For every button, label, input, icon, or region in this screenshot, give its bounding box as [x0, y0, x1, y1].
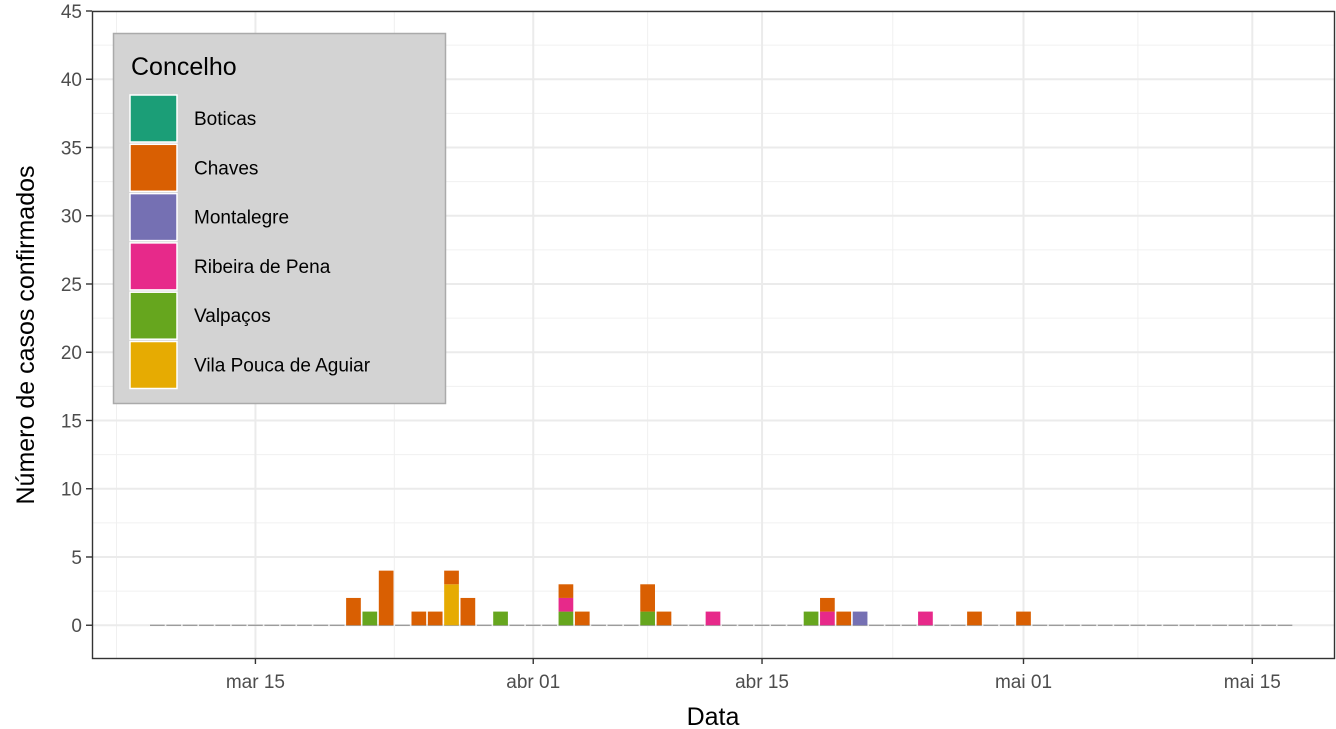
bar-montalegre: [852, 611, 868, 626]
legend-key: [129, 192, 178, 242]
bar-ribeira-de-pena: [918, 611, 933, 626]
legend-key: [129, 340, 178, 390]
y-tick-label: 20: [61, 343, 82, 364]
y-tick-label: 10: [61, 480, 82, 501]
bar-chaves: [574, 611, 590, 626]
y-tick-label: 15: [61, 411, 82, 432]
bar-chaves: [444, 570, 459, 585]
legend-key: [129, 291, 178, 340]
bar-vila-pouca-de-aguiar: [444, 584, 459, 626]
bar-chaves: [820, 597, 835, 612]
bar-valpa-os: [640, 611, 655, 626]
legend-label: Valpaços: [194, 306, 271, 327]
bar-chaves: [656, 611, 672, 626]
legend-key: [129, 143, 178, 193]
legend-key: [129, 242, 178, 291]
x-tick-label: mai 01: [995, 672, 1052, 693]
legend-items: Boticas Chaves Montalegre Ribeira de Pena Va…: [129, 94, 371, 390]
bar-valpa-os: [362, 611, 378, 626]
legend: Concelho Boticas Chaves Montalegre Ribeira …: [112, 32, 447, 405]
y-tick-label: 25: [61, 275, 82, 296]
bar-valpa-os: [803, 611, 819, 626]
bar-chaves: [640, 584, 655, 612]
bar-chaves: [836, 611, 852, 626]
bar-valpa-os: [558, 611, 574, 626]
bar-chaves: [558, 584, 574, 598]
x-axis: mar 15 abr 01 abr 15 mai 01 mai 15: [226, 658, 1281, 693]
y-tick-label: 45: [61, 2, 82, 23]
bars: [346, 570, 1031, 626]
bar-chaves: [427, 611, 443, 626]
bar-chaves: [411, 611, 427, 626]
x-axis-title: Data: [687, 703, 740, 729]
legend-label: Ribeira de Pena: [194, 257, 331, 278]
x-tick-label: abr 01: [506, 672, 560, 693]
legend-title: Concelho: [131, 53, 237, 81]
bar-chaves: [378, 570, 394, 626]
legend-label: Montalegre: [194, 208, 289, 229]
x-tick-label: abr 15: [735, 672, 789, 693]
x-tick-label: mar 15: [226, 672, 285, 693]
legend-label: Chaves: [194, 158, 258, 179]
y-tick-label: 35: [61, 138, 82, 159]
y-axis: 0 5 10 15 20 25 30 35 40 45: [61, 2, 92, 637]
panel-border: [91, 10, 1336, 660]
y-tick-label: 5: [71, 548, 82, 569]
bar-chaves: [460, 597, 476, 626]
y-tick-label: 30: [61, 207, 82, 228]
legend-label: Boticas: [194, 109, 256, 130]
bar-chaves: [346, 597, 361, 626]
legend-label: Vila Pouca de Aguiar: [194, 356, 371, 377]
bar-valpa-os: [493, 611, 508, 626]
bar-ribeira-de-pena: [558, 597, 574, 612]
bar-chaves: [967, 611, 982, 626]
y-axis-title: Número de casos confirmados: [12, 165, 40, 504]
y-tick-label: 0: [71, 616, 82, 637]
y-tick-label: 40: [61, 70, 82, 91]
bar-ribeira-de-pena: [820, 611, 835, 626]
legend-key: [129, 94, 178, 143]
bar-chaves: [1016, 611, 1031, 626]
x-tick-label: mai 15: [1224, 672, 1281, 693]
bar-ribeira-de-pena: [705, 611, 721, 626]
